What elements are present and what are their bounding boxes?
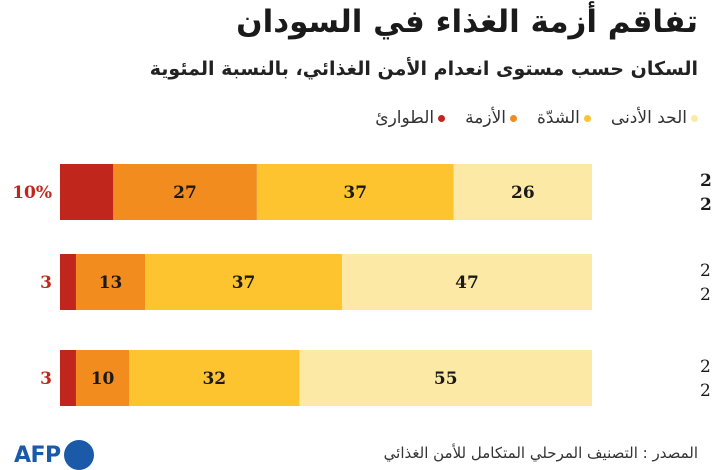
data-label-crisis-row-1: 27 bbox=[173, 183, 197, 203]
data-label-minimal-row-3: 55 bbox=[434, 369, 458, 389]
data-label-stressed-row-2: 37 bbox=[232, 273, 256, 293]
bar-segment-minimal-row-2 bbox=[341, 254, 592, 310]
bar-segment-emergency-row-3 bbox=[60, 350, 76, 406]
bar-segment-crisis-row-2 bbox=[75, 254, 146, 310]
data-label-stressed-row-1: 37 bbox=[343, 183, 367, 203]
afp-logo: AFP bbox=[14, 440, 94, 470]
legend-swatch-stressed bbox=[583, 114, 591, 122]
chart-subtitle: السكان حسب مستوى انعدام الأمن الغذائي، ب… bbox=[149, 58, 698, 80]
source-note: المصدر : التصنيف المرحلي المتكامل للأمن … bbox=[383, 444, 698, 462]
bar-segment-minimal-row-1 bbox=[453, 164, 592, 220]
legend-item-stressed: الشدّة bbox=[537, 108, 591, 128]
category-label-row-3-line-1: أكتوبر 2021 bbox=[700, 355, 712, 377]
data-label-crisis-row-2: 13 bbox=[99, 273, 123, 293]
data-label-emergency-row-1: 10% bbox=[12, 183, 52, 203]
data-label-emergency-row-2: 3 bbox=[40, 273, 52, 293]
legend-label-stressed: الشدّة bbox=[537, 108, 580, 128]
category-label-row-2-line-1: أكتوبر 2022 bbox=[700, 259, 712, 281]
bar-segment-emergency-row-2 bbox=[60, 254, 76, 310]
data-label-crisis-row-3: 10 bbox=[91, 369, 115, 389]
chart-legend: الحد الأدنى الشدّة الأزمة الطوارئ bbox=[375, 108, 698, 128]
bar-segment-crisis-row-3 bbox=[75, 350, 130, 406]
bar-segment-crisis-row-1 bbox=[113, 164, 257, 220]
legend-swatch-minimal bbox=[691, 114, 698, 122]
legend-item-crisis: الأزمة bbox=[465, 108, 517, 128]
legend-swatch-emergency bbox=[438, 114, 446, 122]
legend-label-minimal: الحد الأدنى bbox=[610, 108, 687, 128]
data-label-emergency-row-3: 3 bbox=[40, 369, 52, 389]
legend-swatch-crisis bbox=[510, 114, 517, 122]
afp-logo-icon bbox=[63, 440, 94, 470]
category-label-row-1-line-1: أكتوبر 2023 bbox=[700, 168, 712, 191]
legend-label-crisis: الأزمة bbox=[465, 108, 506, 128]
data-label-minimal-row-2: 47 bbox=[455, 273, 479, 293]
category-label-row-1-line-2: فبراير 2024 bbox=[700, 195, 712, 215]
data-label-minimal-row-1: 26 bbox=[511, 183, 535, 203]
bar-segment-stressed-row-3 bbox=[129, 350, 300, 406]
legend-label-emergency: الطوارئ bbox=[375, 108, 435, 128]
category-label-row-2-line-2: فبراير 2023 bbox=[700, 285, 712, 305]
bar-segment-minimal-row-3 bbox=[299, 350, 592, 406]
legend-item-minimal: الحد الأدنى bbox=[611, 108, 698, 128]
category-label-row-3-line-2: فبراير 2022 bbox=[700, 381, 712, 401]
data-label-stressed-row-3: 32 bbox=[202, 369, 226, 389]
bar-segment-stressed-row-1 bbox=[256, 164, 454, 220]
bar-segment-emergency-row-1 bbox=[60, 164, 114, 220]
afp-logo-text: AFP bbox=[14, 442, 61, 468]
bar-segment-stressed-row-2 bbox=[145, 254, 342, 310]
legend-item-emergency: الطوارئ bbox=[375, 108, 446, 128]
chart-title: تفاقم أزمة الغذاء في السودان bbox=[236, 4, 698, 40]
